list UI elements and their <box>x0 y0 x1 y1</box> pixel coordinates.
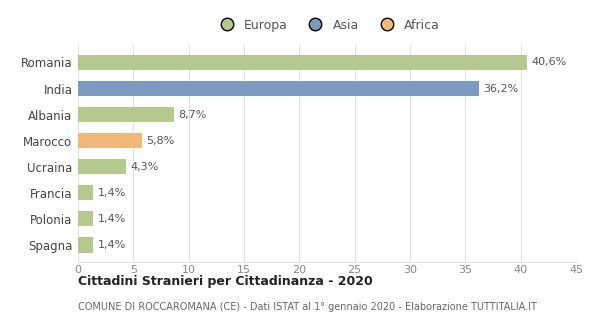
Text: 40,6%: 40,6% <box>532 58 567 68</box>
Legend: Europa, Asia, Africa: Europa, Asia, Africa <box>212 16 443 34</box>
Text: Cittadini Stranieri per Cittadinanza - 2020: Cittadini Stranieri per Cittadinanza - 2… <box>78 275 373 288</box>
Bar <box>78 81 479 96</box>
Text: 1,4%: 1,4% <box>98 188 126 198</box>
Bar <box>78 185 94 200</box>
Bar <box>78 159 125 174</box>
Text: 5,8%: 5,8% <box>146 136 175 146</box>
Text: 1,4%: 1,4% <box>98 214 126 224</box>
Text: 1,4%: 1,4% <box>98 240 126 250</box>
Text: 36,2%: 36,2% <box>483 84 518 93</box>
Text: 8,7%: 8,7% <box>179 109 207 120</box>
Bar <box>78 107 174 122</box>
Bar <box>78 55 527 70</box>
Bar <box>78 133 142 148</box>
Bar <box>78 211 94 227</box>
Bar <box>78 237 94 252</box>
Text: COMUNE DI ROCCAROMANA (CE) - Dati ISTAT al 1° gennaio 2020 - Elaborazione TUTTIT: COMUNE DI ROCCAROMANA (CE) - Dati ISTAT … <box>78 302 537 312</box>
Text: 4,3%: 4,3% <box>130 162 158 172</box>
